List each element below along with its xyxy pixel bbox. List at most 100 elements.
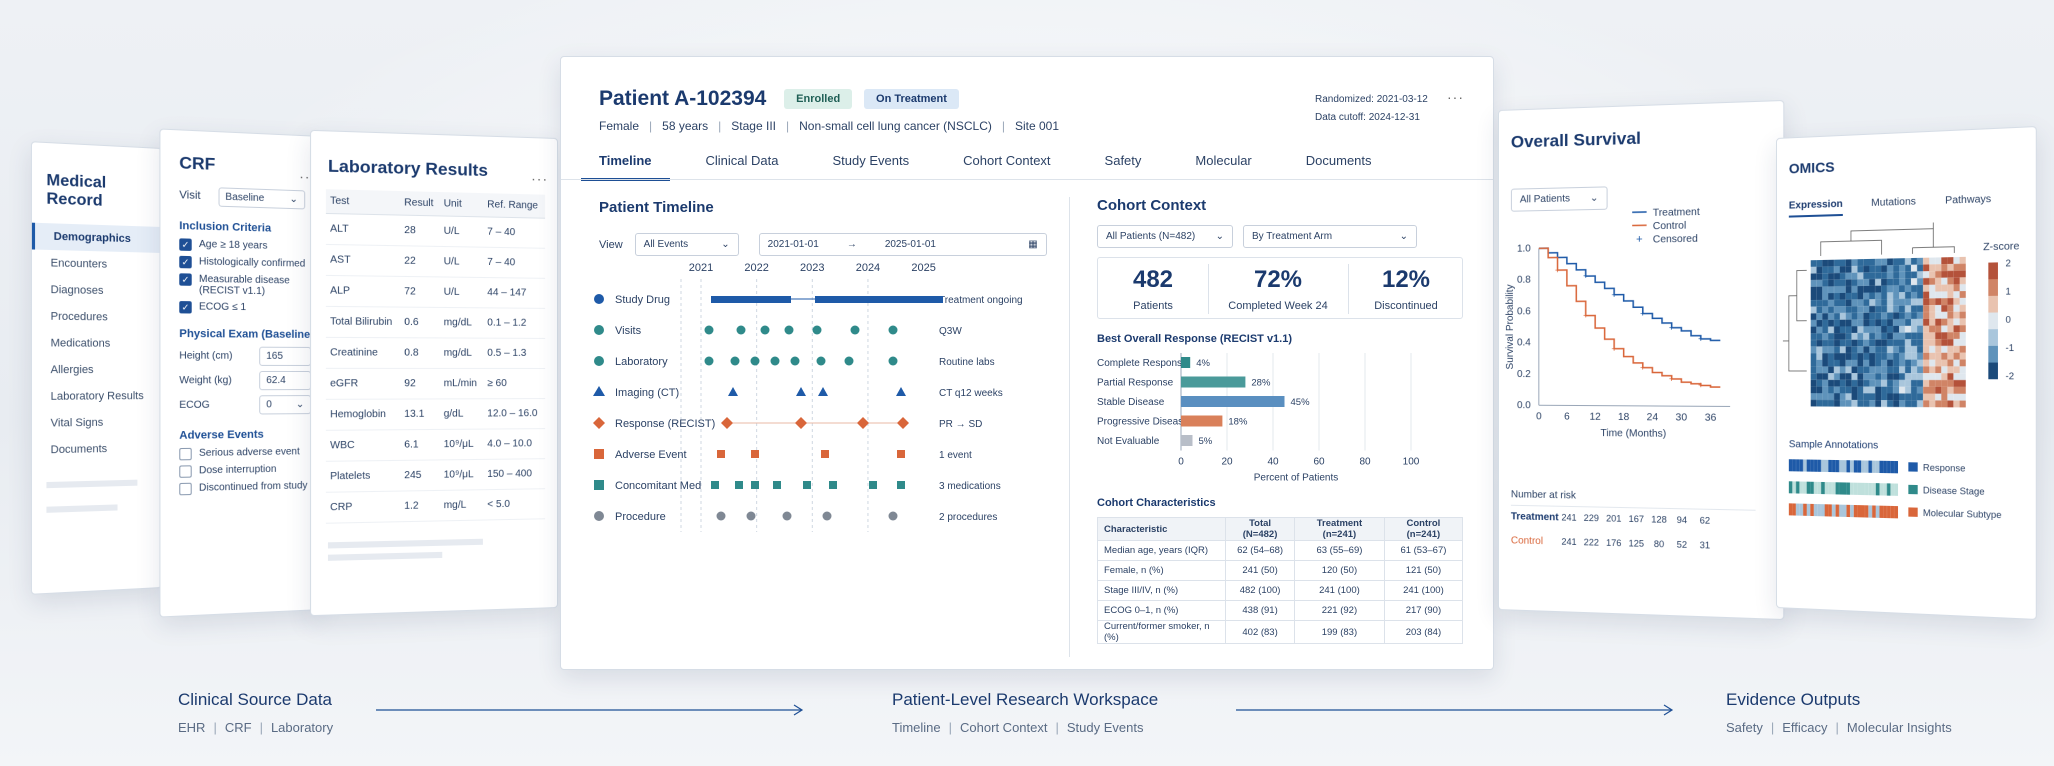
heatmap-cell [1852,400,1858,407]
event-marker [785,326,794,335]
heatmap-cell [1923,319,1929,326]
medical-record-title: Medical Record [46,172,161,213]
tab-cohort-context[interactable]: Cohort Context [945,153,1068,181]
heatmap-cell [1917,285,1923,292]
heatmap-cell [1941,373,1947,380]
nav-item-documents[interactable]: Documents [32,435,161,464]
tab-safety[interactable]: Safety [1087,153,1160,181]
omics-tab-mutations[interactable]: Mutations [1871,196,1916,215]
nav-item-vital-signs[interactable]: Vital Signs [32,409,161,437]
timeline-title: Patient Timeline [599,199,714,216]
nav-item-allergies[interactable]: Allergies [32,357,161,384]
ecog-select[interactable]: 0 ⌄ [259,395,311,414]
heatmap-cell [1834,333,1840,340]
lab-cell: AST [326,244,400,276]
tab-molecular[interactable]: Molecular [1177,153,1269,181]
event-marker [897,417,909,429]
heatmap-cell [1917,292,1923,299]
calendar-icon[interactable]: ▦ [1028,239,1037,250]
heatmap-cell [1828,347,1834,354]
view-value: All Events [644,239,688,250]
omics-tab-pathways[interactable]: Pathways [1945,194,1991,213]
nav-item-procedures[interactable]: Procedures [32,303,161,331]
heatmap-cell [1881,400,1887,407]
criterion-checkbox[interactable]: ✓ ECOG ≤ 1 [179,301,321,315]
heatmap-cell [1811,400,1817,407]
heatmap-cell [1816,367,1822,374]
tab-clinical-data[interactable]: Clinical Data [688,153,797,181]
heatmap-cell [1917,326,1923,333]
legend-marker [594,356,604,366]
heatmap-cell [1846,373,1852,380]
tab-documents[interactable]: Documents [1288,153,1390,181]
omics-tab-expression[interactable]: Expression [1789,199,1843,218]
annotation-bar [1879,461,1883,473]
lab-cell: mg/dL [440,338,484,369]
overall-survival-panel: Overall Survival All Patients ⌄ 1.0 0.8 0.6… [1498,100,1784,620]
ae-checkbox[interactable]: Dose interruption [179,463,321,478]
ae-checkbox[interactable]: Discontinued from study [179,480,321,495]
heatmap-cell [1816,327,1822,334]
heatmap-cell [1822,333,1828,340]
footer-outputs: Evidence Outputs Safety | Efficacy | Molecul… [1726,690,1952,735]
criterion-label: Measurable disease (RECIST v1.1) [199,274,321,298]
nav-item-demographics[interactable]: Demographics [32,223,161,253]
heatmap-cell [1811,273,1817,280]
nav-item-diagnoses[interactable]: Diagnoses [32,276,161,305]
heatmap-cell [1811,287,1817,294]
divider [1069,197,1070,657]
criterion-checkbox[interactable]: ✓ Histologically confirmed [179,256,321,271]
patient-name: Patient A-102394 [599,87,766,110]
heatmap-cell [1899,360,1905,367]
cohort-filter-select[interactable]: All Patients (N=482) ⌄ [1097,225,1233,248]
table-row: Creatinine 0.8 mg/dL 0.5 – 1.3 [326,337,545,368]
group-by-select[interactable]: By Treatment Arm ⌄ [1243,225,1417,248]
lab-cell: 150 – 400 [483,459,545,490]
criterion-checkbox[interactable]: ✓ Age ≥ 18 years [179,238,321,254]
nav-item-encounters[interactable]: Encounters [32,249,161,279]
heatmap-cell [1881,292,1887,299]
placeholder-line [46,480,137,489]
criterion-checkbox[interactable]: ✓ Measurable disease (RECIST v1.1) [179,273,321,298]
heatmap-cell [1887,265,1893,272]
heatmap-cell [1857,360,1863,367]
date-range-input[interactable]: 2021-01-01 → 2025-01-01 ▦ [759,233,1047,256]
heatmap-cell [1905,400,1911,407]
heatmap-cell [1929,298,1935,305]
heatmap-cell [1899,278,1905,285]
separator: | [1771,720,1774,735]
more-icon[interactable]: ··· [531,170,548,187]
heatmap-cell [1899,387,1905,394]
nav-item-laboratory-results[interactable]: Laboratory Results [32,383,161,410]
heatmap-cell [1816,353,1822,360]
heatmap-cell [1899,380,1905,387]
heatmap-cell [1822,400,1828,407]
heatmap-cell [1887,333,1893,340]
more-icon[interactable]: ··· [1447,89,1464,105]
ae-checkbox[interactable]: Serious adverse event [179,446,321,460]
heatmap-cell [1899,346,1905,353]
annotation-bar [1792,481,1796,493]
annotation-bar [1843,505,1847,517]
zscore-tick: 2 [2005,258,2010,269]
metric-value: 12% [1348,266,1464,294]
heatmap-cell [1846,273,1852,280]
weight-input[interactable]: 62.4 [259,371,311,390]
ecog-value: 0 [266,399,272,410]
survival-line-treatment [1539,246,1720,341]
nav-item-medications[interactable]: Medications [32,330,161,357]
heatmap-cell [1881,380,1887,387]
view-select[interactable]: All Events ⌄ [635,233,739,256]
tab-timeline[interactable]: Timeline [581,153,670,181]
heatmap-cell [1899,353,1905,360]
heatmap-cell [1857,259,1863,266]
heatmap-cell [1811,393,1817,400]
heatmap-cell [1857,373,1863,380]
heatmap-cell [1917,394,1923,401]
heatmap-cell [1941,346,1947,353]
lab-header: Unit [440,192,484,217]
height-input[interactable]: 165 [259,347,311,366]
visit-select[interactable]: Baseline ⌄ [218,187,305,209]
event-marker [783,512,792,521]
tab-study-events[interactable]: Study Events [815,153,928,181]
